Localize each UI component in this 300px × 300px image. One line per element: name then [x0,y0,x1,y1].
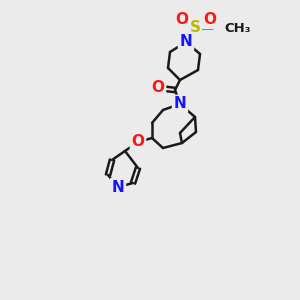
Text: CH₃: CH₃ [224,22,250,34]
Text: N: N [180,34,192,50]
Text: O: O [203,13,217,28]
Text: O: O [176,13,188,28]
Text: N: N [174,97,186,112]
Text: O: O [152,80,164,95]
Text: O: O [131,134,145,149]
Text: S: S [190,20,200,35]
Text: N: N [112,179,124,194]
